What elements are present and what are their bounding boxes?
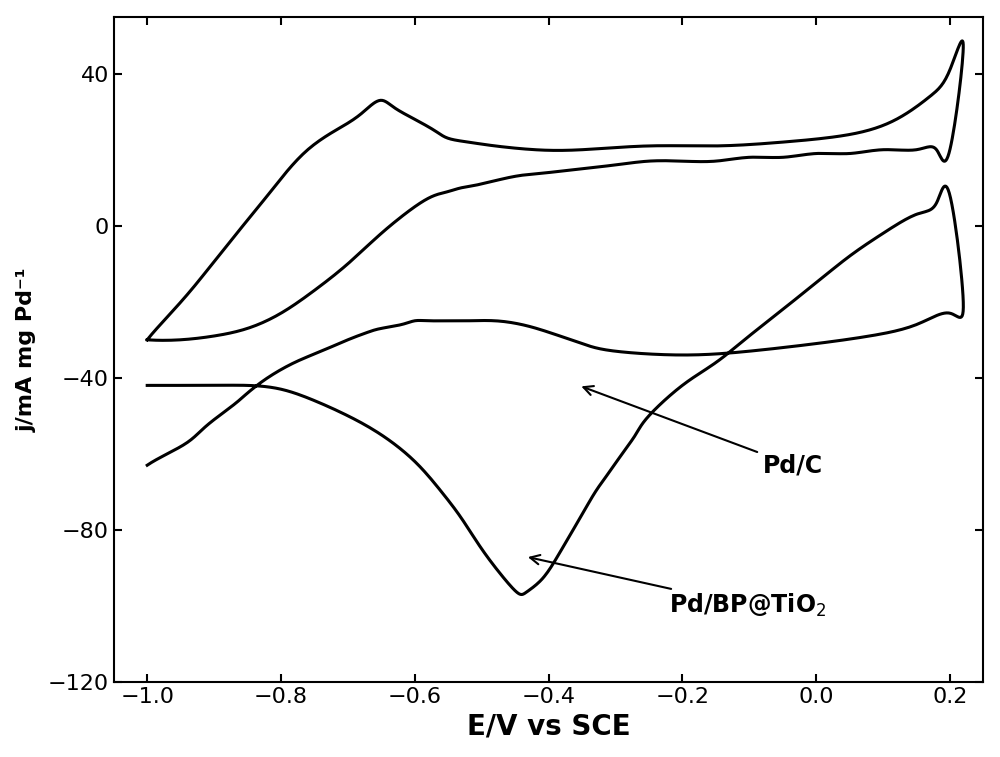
Y-axis label: j/mA mg Pd⁻¹: j/mA mg Pd⁻¹ [17,267,37,431]
Text: Pd/BP@TiO$_2$: Pd/BP@TiO$_2$ [530,555,826,619]
Text: Pd/C: Pd/C [583,386,823,477]
X-axis label: E/V vs SCE: E/V vs SCE [467,712,630,740]
